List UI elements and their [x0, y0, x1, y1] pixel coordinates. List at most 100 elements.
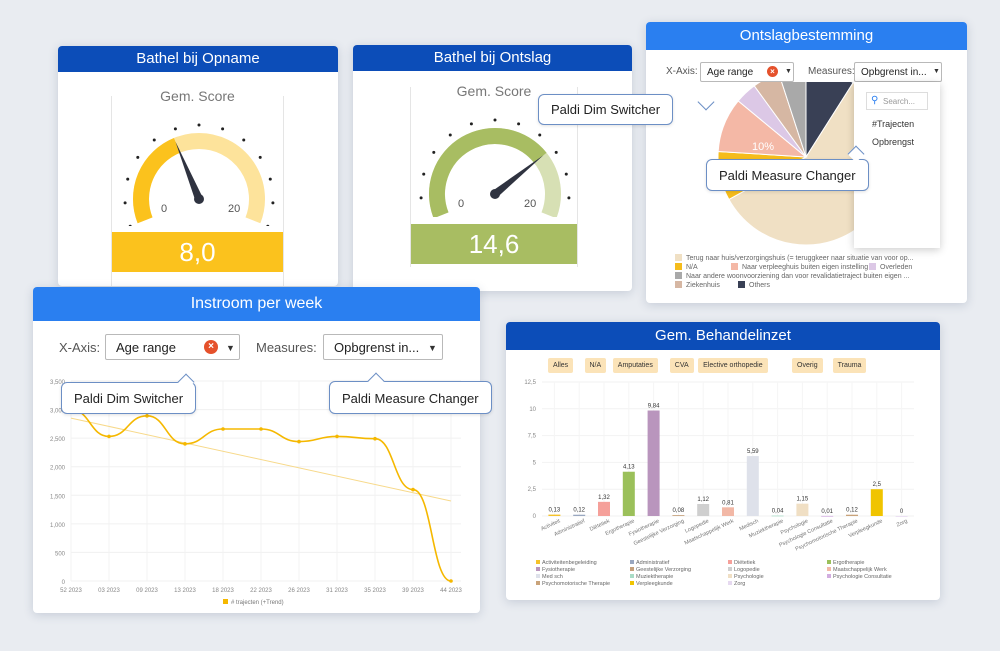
legend-swatch [827, 560, 831, 564]
clear-icon[interactable]: × [204, 340, 218, 354]
gauge-title: Gem. Score [456, 83, 532, 99]
x-tick-label: 26 2023 [288, 588, 310, 594]
legend-label: Psychomotorische Therapie [542, 581, 610, 587]
gauge-min-label: 0 [458, 198, 465, 210]
card-gem-behandelinzet: Gem. Behandelinzet Alles N/A Amputaties CVA… [506, 322, 940, 600]
bar-value-label: 0,12 [573, 508, 585, 514]
xaxis-select[interactable]: Age range × ▼ [105, 334, 240, 360]
measures-label: Measures: [256, 340, 317, 355]
gauge-tick [128, 224, 132, 226]
tooltip-text: Paldi Measure Changer [719, 168, 856, 183]
legend-swatch [827, 574, 831, 578]
gauge-needle [492, 155, 544, 198]
filter-chip[interactable]: Elective orthopedie [698, 358, 768, 373]
data-point [449, 579, 453, 583]
gauge-tick [136, 155, 140, 159]
y-tick-label: 2,5 [528, 487, 537, 493]
dropdown-search[interactable]: ⚲ Search... [866, 92, 928, 110]
chevron-down-icon[interactable]: ▼ [785, 68, 792, 75]
filter-chip[interactable]: Overig [792, 358, 823, 373]
measures-select[interactable]: Opbgrenst in... ▼ [323, 334, 443, 360]
legend-label: # trajecten (+Trend) [231, 600, 284, 606]
measures-dropdown: ⚲ Search... #Trajecten Opbrengst [854, 82, 940, 248]
y-tick-label: 10 [529, 407, 536, 413]
dropdown-item[interactable]: Opbrengst [872, 137, 915, 147]
legend-label: N/A [686, 264, 698, 271]
filter-chip[interactable]: N/A [584, 358, 607, 373]
trend-line [70, 417, 452, 502]
data-point [297, 439, 301, 444]
dropdown-item[interactable]: #Trajecten [872, 119, 915, 129]
chevron-down-icon[interactable]: ▼ [226, 343, 235, 353]
legend-label: Administratief [636, 560, 670, 566]
filter-chip[interactable]: Amputaties [612, 358, 658, 373]
legend-label: Psychologie [734, 574, 764, 580]
gauge-needle-hub [194, 194, 204, 204]
gauge-tick [419, 196, 423, 200]
x-tick-label: 22 2023 [250, 588, 272, 594]
legend-swatch [731, 263, 738, 270]
bar [672, 515, 685, 516]
gauge-tick [123, 201, 127, 205]
bar-value-label: 0,08 [673, 508, 685, 514]
pie-slice-label: 10% [752, 141, 774, 153]
bar [746, 456, 759, 516]
legend-label: Others [749, 282, 771, 289]
legend-swatch [827, 567, 831, 571]
legend-swatch [728, 567, 732, 571]
y-tick-label: 2,500 [50, 437, 66, 443]
measures-label: Measures: [808, 66, 855, 77]
legend-swatch [675, 281, 682, 288]
bar [796, 503, 809, 516]
data-point [259, 427, 263, 431]
legend-label: Naar verpleeghuis buiten eigen instellin… [742, 264, 868, 271]
measures-select[interactable]: Opbgrenst in... ▼ [854, 62, 942, 82]
bar-value-label: 1,15 [797, 497, 809, 503]
legend-label: Fysiotherapie [542, 567, 575, 573]
gauge-tick [221, 127, 225, 131]
legend-label: Overleden [880, 264, 912, 271]
legend-label: Geestelijke Verzorging [636, 567, 691, 573]
chevron-down-icon[interactable]: ▼ [428, 343, 437, 353]
legend-label: Terug naar huis/verzorgingshuis (= terug… [686, 255, 913, 262]
filter-chip[interactable]: Trauma [832, 358, 867, 373]
legend-swatch [536, 560, 540, 564]
bar [895, 516, 908, 517]
bar [598, 501, 610, 516]
bar-value-label: 0,12 [846, 508, 858, 514]
legend-swatch [536, 581, 540, 585]
y-tick-label: 3,000 [50, 409, 66, 415]
legend-label: Zorg [734, 581, 745, 587]
chevron-down-icon[interactable]: ▼ [933, 68, 940, 75]
legend-swatch [630, 574, 634, 578]
gauge-needle-hub [490, 189, 500, 199]
gauge-tick [271, 201, 275, 205]
y-tick-label: 5 [533, 460, 537, 466]
legend-swatch [630, 560, 634, 564]
legend-swatch [675, 272, 682, 279]
bar-value-label: 0,13 [549, 508, 561, 514]
gauge-arc [429, 128, 547, 217]
gauge-tick [258, 155, 262, 159]
x-tick-label: 18 2023 [212, 588, 234, 594]
card-title: Gem. Behandelinzet [506, 322, 940, 350]
gauge-max-label: 20 [524, 198, 537, 210]
xaxis-select[interactable]: Age range × ▼ [700, 62, 794, 82]
clear-icon[interactable]: × [767, 66, 778, 77]
gauge-max-label: 20 [228, 203, 241, 215]
legend-swatch [630, 581, 634, 585]
filter-chip[interactable]: CVA [669, 358, 694, 373]
bar [548, 514, 561, 516]
gauge-tick [197, 123, 201, 127]
card-instroom-per-week: Instroom per week X-Axis: Age range × ▼ … [33, 287, 480, 613]
legend-label: Logopedie [734, 567, 760, 573]
gauge-tick [173, 127, 177, 131]
search-placeholder: Search... [883, 97, 916, 106]
legend-swatch [536, 567, 540, 571]
tooltip-dim-switcher: Paldi Dim Switcher [61, 382, 197, 414]
gauge-value: 8,0 [112, 232, 283, 272]
gauge-title: Gem. Score [160, 88, 235, 104]
bar-value-label: 9,84 [648, 404, 660, 410]
filter-chip[interactable]: Alles [548, 358, 574, 373]
bar [821, 515, 834, 517]
